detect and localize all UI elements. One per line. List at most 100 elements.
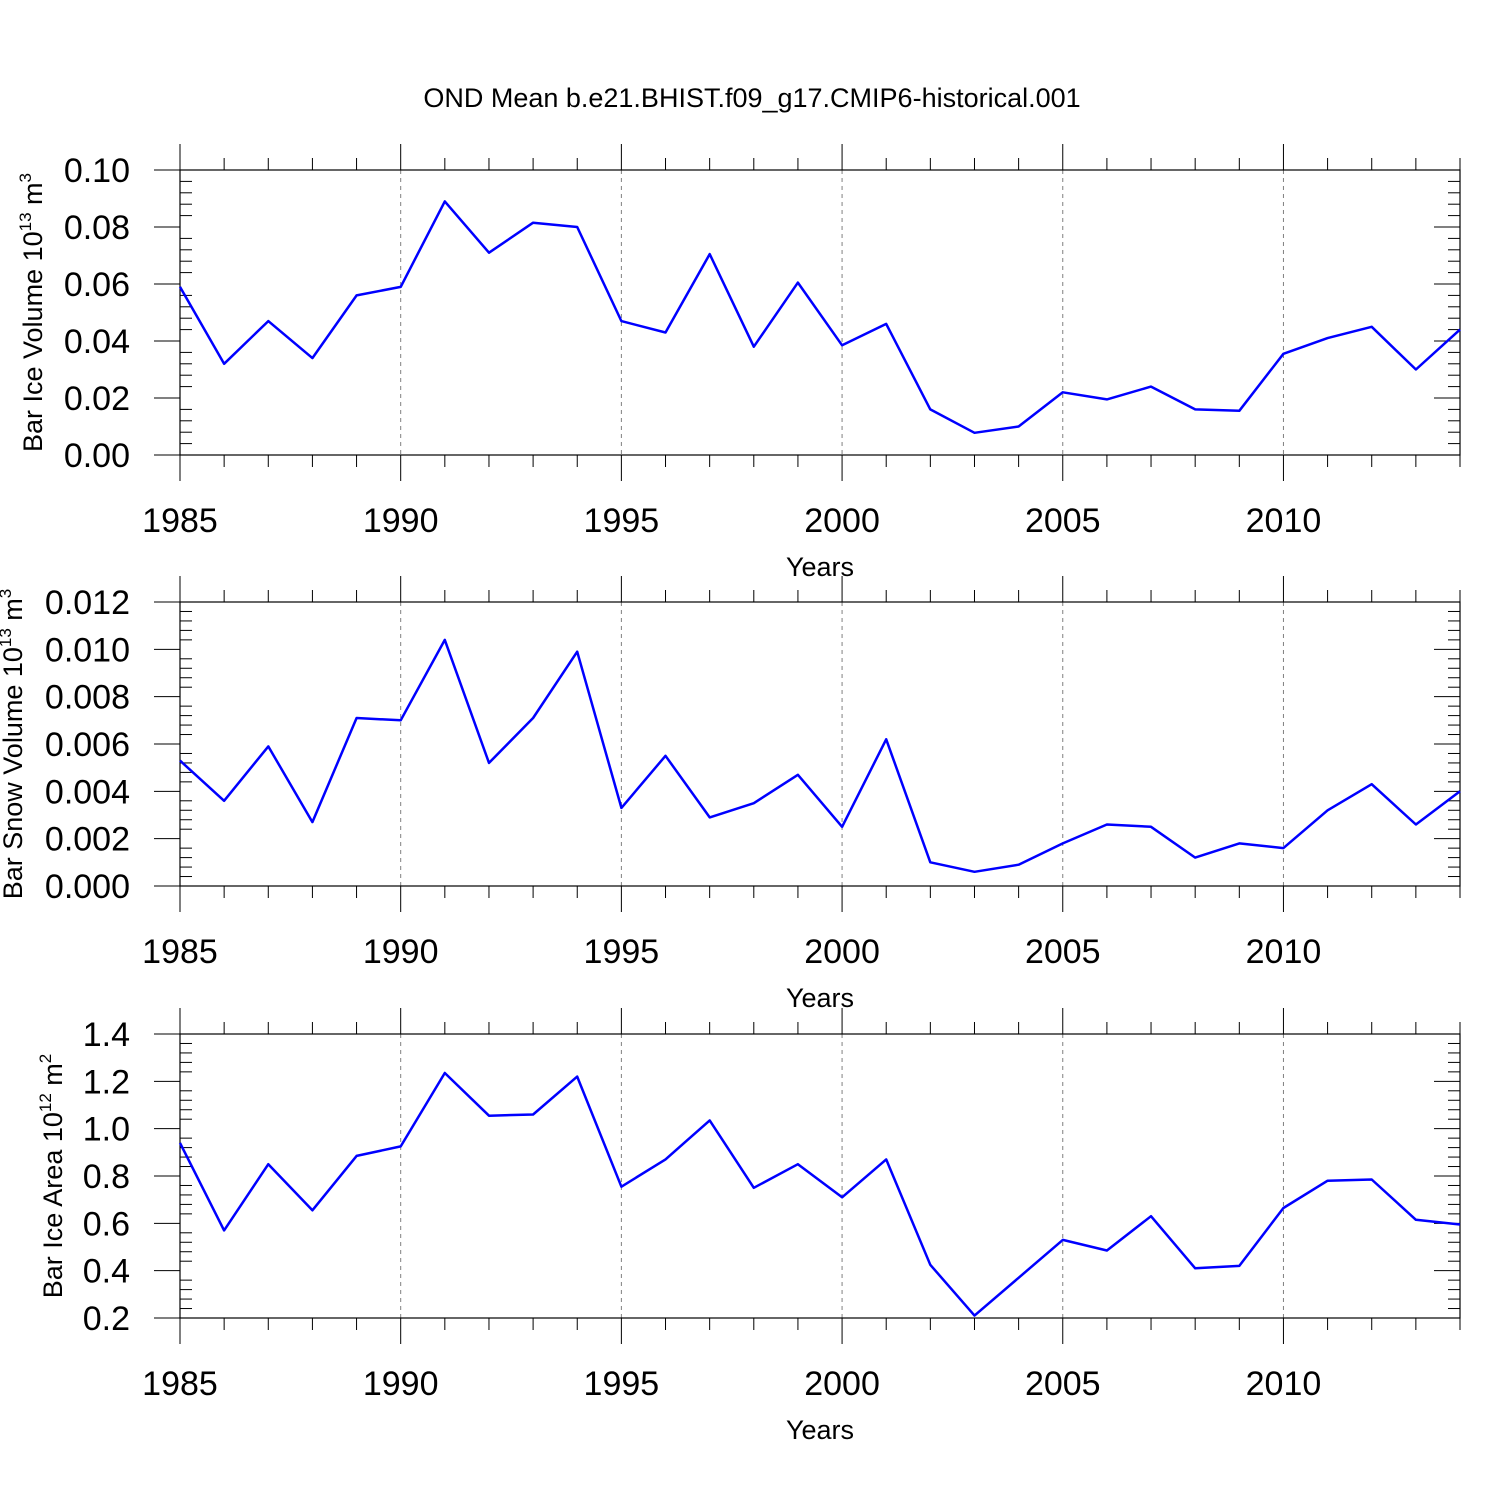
data-point [178,1141,182,1145]
data-point [310,356,314,360]
data-point [266,1162,270,1166]
data-point [487,251,491,255]
data-point [619,806,623,810]
panel-2: 1985 1990 1995 2000 2005 2010 Years 0.000 0.002 0… [0,576,1462,1013]
data-point [840,825,844,829]
data-point [1458,789,1462,793]
data-point [443,199,447,203]
x-tick-label: 2000 [804,502,880,540]
panel-1: 1985 1990 1995 2000 2005 2010 Years 0.00 0.02 0.0… [16,144,1462,582]
x-tick-label: 2000 [804,1365,880,1403]
data-point [664,330,668,334]
x-tick-label: 2005 [1025,933,1101,971]
data-point [310,820,314,824]
y-tick-label: 0.2 [83,1300,130,1338]
y-tick-label: 0.002 [45,821,130,859]
data-point [1017,1276,1021,1280]
data-point [1105,822,1109,826]
data-point [708,252,712,256]
data-point [222,362,226,366]
data-point [1370,325,1374,329]
data-point [1237,841,1241,845]
chart-title: OND Mean b.e21.BHIST.f09_g17.CMIP6-histo… [423,83,1080,113]
y-axis-title: Bar Ice Area 1012 m2 [36,1054,68,1299]
data-point [752,801,756,805]
data-point [355,716,359,720]
data-point [884,737,888,741]
data-point [928,1263,932,1267]
y-tick-label: 0.4 [83,1253,130,1291]
x-tick-label: 2010 [1246,502,1322,540]
y-tick-label: 0.000 [45,868,130,906]
data-point [1105,397,1109,401]
data-point [1061,1238,1065,1242]
data-point [1326,336,1330,340]
data-point [178,759,182,763]
x-tick-label: 1985 [142,933,218,971]
x-tick-label: 1985 [142,1365,218,1403]
data-point [796,773,800,777]
data-point [266,744,270,748]
data-point [355,1154,359,1158]
data-point [355,293,359,297]
y-tick-label: 0.006 [45,726,130,764]
data-point [1370,782,1374,786]
data-point [1326,808,1330,812]
data-point [840,343,844,347]
data-point [664,1157,668,1161]
data-point [1281,352,1285,356]
data-point [1281,846,1285,850]
y-tick-label: 0.008 [45,679,130,717]
data-point [752,1186,756,1190]
data-point [178,285,182,289]
y-tick-label: 0.06 [64,266,130,304]
x-tick-label: 1990 [363,1365,439,1403]
y-tick-label: 0.04 [64,323,130,361]
data-point [531,221,535,225]
data-point [1061,841,1065,845]
y-tick-label: 0.010 [45,631,130,669]
data-point [928,407,932,411]
data-point [972,1314,976,1318]
y-tick-label: 0.00 [64,437,130,475]
data-point [1370,1178,1374,1182]
data-point [1414,822,1418,826]
data-point [1237,1264,1241,1268]
data-point [487,761,491,765]
data-point [1193,856,1197,860]
series-line [178,1071,1461,1317]
data-point [1458,328,1462,332]
data-point [531,1112,535,1116]
y-tick-label: 0.004 [45,773,130,811]
data-point [796,281,800,285]
data-point [399,1144,403,1148]
data-point [1105,1249,1109,1253]
data-point [708,815,712,819]
data-point [884,1157,888,1161]
x-tick-label: 2005 [1025,502,1101,540]
x-tick-label: 1995 [584,502,660,540]
data-point [1017,425,1021,429]
panel-3: 1985 1990 1995 2000 2005 2010 Years 0.2 0.4 0.6 0.… [36,1008,1461,1445]
data-point [928,860,932,864]
x-axis-title: Years [786,1415,854,1445]
data-point [1061,390,1065,394]
x-tick-label: 2005 [1025,1365,1101,1403]
x-axis-title: Years [786,552,854,582]
series-line [178,200,1461,435]
data-point [575,1075,579,1079]
data-point [884,322,888,326]
data-point [1326,1179,1330,1183]
y-axis-title: Bar Ice Volume 1013 m3 [16,173,48,452]
x-tick-label: 1995 [584,933,660,971]
data-point [708,1118,712,1122]
y-tick-label: 1.4 [83,1016,130,1054]
data-point [310,1208,314,1212]
series-line [179,638,1461,874]
data-point [266,319,270,323]
x-tick-label: 1985 [142,502,218,540]
data-point [752,345,756,349]
data-point [487,1114,491,1118]
x-tick-label: 1990 [363,502,439,540]
